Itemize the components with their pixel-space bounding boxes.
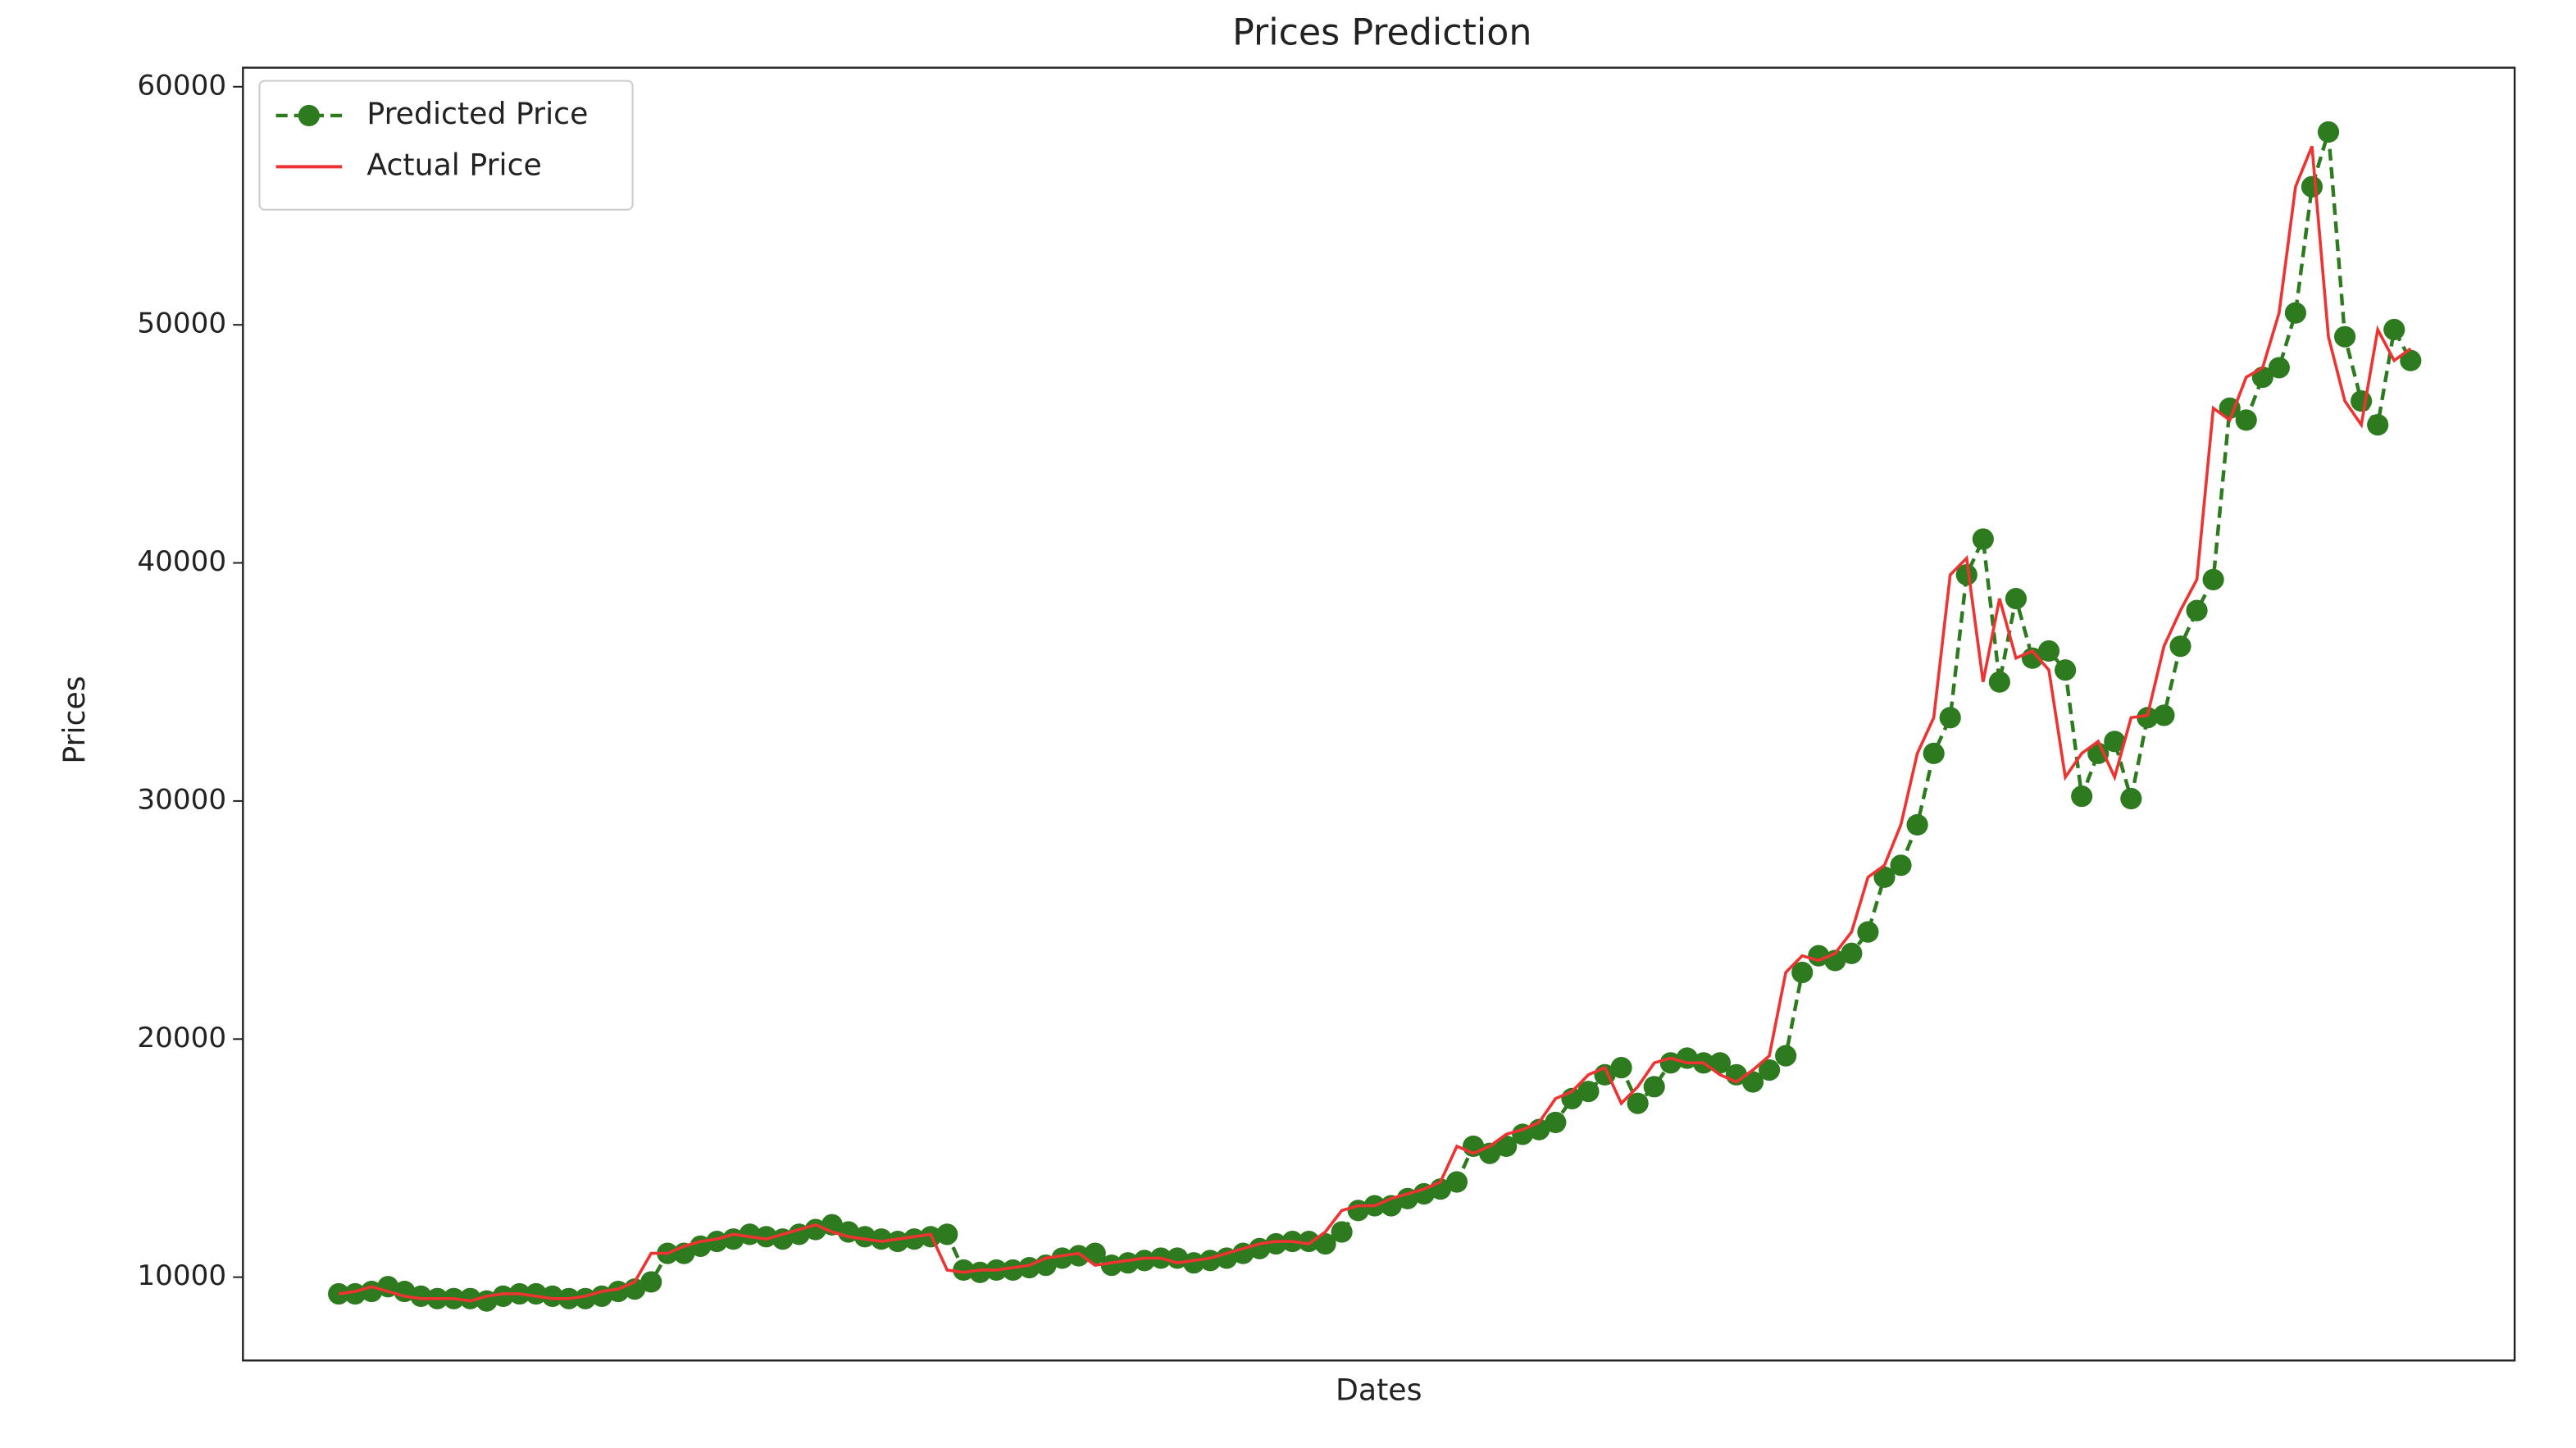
point-marker <box>2055 659 2077 681</box>
point-marker <box>410 1285 432 1307</box>
point-marker <box>2301 175 2323 198</box>
point-marker <box>1955 563 1978 586</box>
y-tick-label: 50000 <box>137 307 226 340</box>
point-marker <box>1741 1071 1764 1093</box>
point-marker <box>2317 121 2340 143</box>
point-marker <box>936 1223 958 1245</box>
point-marker <box>1051 1247 1073 1269</box>
point-marker <box>1545 1111 1567 1133</box>
point-marker <box>1100 1254 1122 1277</box>
point-marker <box>2333 326 2356 348</box>
point-marker <box>804 1218 826 1241</box>
point-marker <box>1988 671 2010 693</box>
point-marker <box>755 1226 777 1248</box>
point-marker <box>1659 1052 1682 1074</box>
point-marker <box>886 1231 909 1253</box>
point-marker <box>2351 389 2373 412</box>
point-marker <box>2186 599 2208 622</box>
point-marker <box>525 1282 547 1305</box>
point-marker <box>1002 1259 1024 1282</box>
point-marker <box>1775 1045 1797 1067</box>
point-marker <box>1133 1250 1156 1272</box>
point-marker <box>2071 785 2093 808</box>
point-marker <box>1413 1182 1435 1205</box>
point-marker <box>1939 707 1961 729</box>
point-marker <box>853 1226 876 1248</box>
point-marker <box>739 1223 761 1245</box>
y-tick-label: 30000 <box>137 783 226 816</box>
point-marker <box>1512 1123 1534 1145</box>
legend-label: Actual Price <box>366 147 541 182</box>
point-marker <box>2120 787 2142 810</box>
point-marker <box>953 1259 975 1282</box>
y-tick-label: 20000 <box>137 1022 226 1054</box>
point-marker <box>2202 568 2224 590</box>
point-marker <box>1331 1221 1353 1243</box>
point-marker <box>1906 813 1928 836</box>
point-marker <box>2367 414 2389 436</box>
point-marker <box>1445 1171 1468 1193</box>
point-marker <box>1857 921 1879 943</box>
point-marker <box>870 1228 893 1250</box>
point-marker <box>361 1280 383 1303</box>
point-marker <box>2005 587 2028 610</box>
point-marker <box>1183 1252 1205 1274</box>
point-marker <box>1298 1231 1320 1253</box>
y-tick-label: 40000 <box>137 545 226 578</box>
point-marker <box>459 1287 481 1309</box>
point-marker <box>2137 707 2159 729</box>
point-marker <box>2104 731 2126 753</box>
legend-label: Predicted Price <box>366 96 588 131</box>
y-tick-label: 10000 <box>137 1259 226 1292</box>
point-marker <box>2087 742 2109 764</box>
point-marker <box>2037 640 2060 663</box>
point-marker <box>2169 635 2191 658</box>
point-marker <box>1067 1245 1090 1267</box>
point-marker <box>1643 1076 1665 1098</box>
point-marker <box>2400 349 2422 371</box>
point-marker <box>2153 704 2175 726</box>
y-axis-label: Prices <box>57 676 92 763</box>
point-marker <box>1709 1052 1732 1074</box>
y-tick-label: 60000 <box>137 69 226 102</box>
point-marker <box>1873 866 1896 888</box>
point-marker <box>1627 1092 1649 1114</box>
point-marker <box>2284 302 2306 324</box>
legend-box <box>258 80 634 211</box>
point-marker <box>969 1261 991 1283</box>
point-marker <box>1808 945 1830 967</box>
point-marker <box>541 1285 563 1307</box>
point-marker <box>1610 1057 1632 1079</box>
point-marker <box>1495 1135 1518 1158</box>
point-marker <box>1972 528 1994 550</box>
point-marker <box>1758 1059 1781 1081</box>
point-marker <box>640 1271 662 1293</box>
point-marker <box>2268 357 2290 379</box>
plot-frame <box>242 66 2516 1362</box>
x-axis-label: Dates <box>1336 1373 1422 1408</box>
series-line <box>338 145 2412 1303</box>
point-marker <box>1577 1081 1600 1103</box>
point-marker <box>1265 1232 1287 1255</box>
chart-title: Prices Prediction <box>1232 11 1531 53</box>
point-marker <box>1314 1232 1336 1255</box>
point-marker <box>1117 1252 1139 1274</box>
point-marker <box>328 1282 350 1305</box>
legend-marker <box>298 104 320 127</box>
point-marker <box>1841 942 1863 964</box>
point-marker <box>2383 318 2405 341</box>
point-marker <box>903 1228 926 1250</box>
point-marker <box>1890 854 1912 877</box>
point-marker <box>1923 742 1945 764</box>
point-marker <box>1084 1242 1106 1264</box>
point-marker <box>492 1285 514 1307</box>
point-marker <box>2235 409 2257 431</box>
point-marker <box>1791 961 1814 984</box>
